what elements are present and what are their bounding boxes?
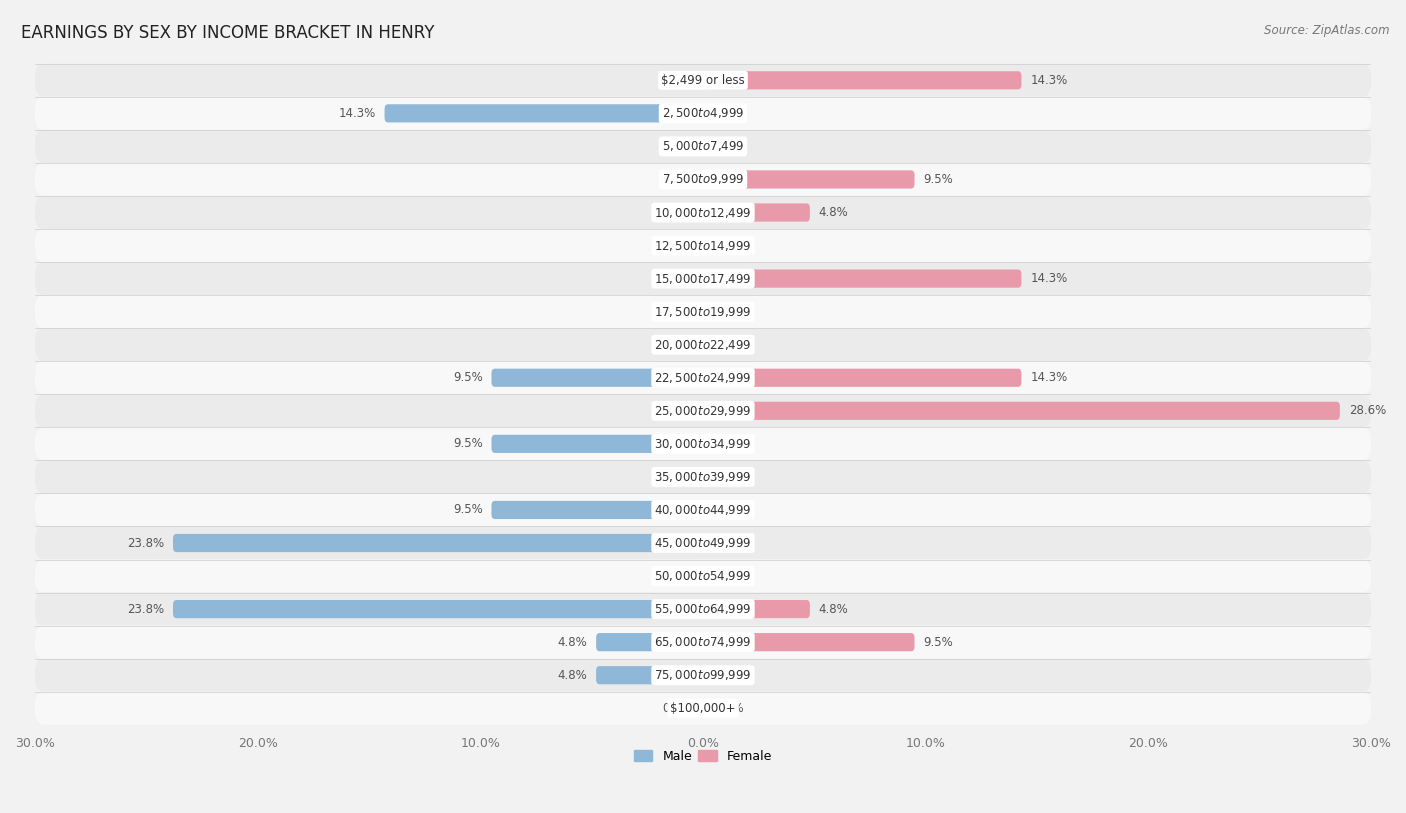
Text: $2,499 or less: $2,499 or less — [661, 74, 745, 87]
Text: $17,500 to $19,999: $17,500 to $19,999 — [654, 305, 752, 319]
Text: 0.0%: 0.0% — [714, 537, 744, 550]
FancyBboxPatch shape — [35, 527, 1371, 559]
FancyBboxPatch shape — [35, 163, 1371, 196]
FancyBboxPatch shape — [492, 501, 703, 519]
FancyBboxPatch shape — [35, 196, 1371, 229]
Text: 4.8%: 4.8% — [557, 669, 588, 682]
Text: 9.5%: 9.5% — [924, 636, 953, 649]
Text: 0.0%: 0.0% — [714, 503, 744, 516]
FancyBboxPatch shape — [35, 394, 1371, 428]
Legend: Male, Female: Male, Female — [628, 745, 778, 768]
Text: 0.0%: 0.0% — [714, 107, 744, 120]
Text: 0.0%: 0.0% — [714, 140, 744, 153]
FancyBboxPatch shape — [385, 104, 703, 123]
FancyBboxPatch shape — [703, 633, 914, 651]
Text: $35,000 to $39,999: $35,000 to $39,999 — [654, 470, 752, 484]
FancyBboxPatch shape — [35, 659, 1371, 692]
Text: 14.3%: 14.3% — [1031, 372, 1067, 385]
Text: 0.0%: 0.0% — [714, 239, 744, 252]
Text: EARNINGS BY SEX BY INCOME BRACKET IN HENRY: EARNINGS BY SEX BY INCOME BRACKET IN HEN… — [21, 24, 434, 42]
Text: 0.0%: 0.0% — [714, 305, 744, 318]
Text: $5,000 to $7,499: $5,000 to $7,499 — [662, 139, 744, 154]
Text: $2,500 to $4,999: $2,500 to $4,999 — [662, 107, 744, 120]
Text: 0.0%: 0.0% — [662, 239, 692, 252]
Text: $20,000 to $22,499: $20,000 to $22,499 — [654, 337, 752, 352]
FancyBboxPatch shape — [35, 63, 1371, 97]
Text: 0.0%: 0.0% — [662, 140, 692, 153]
Text: 0.0%: 0.0% — [662, 272, 692, 285]
Text: $75,000 to $99,999: $75,000 to $99,999 — [654, 668, 752, 682]
FancyBboxPatch shape — [596, 666, 703, 685]
Text: $7,500 to $9,999: $7,500 to $9,999 — [662, 172, 744, 186]
Text: 9.5%: 9.5% — [453, 372, 482, 385]
Text: $50,000 to $54,999: $50,000 to $54,999 — [654, 569, 752, 583]
Text: $22,500 to $24,999: $22,500 to $24,999 — [654, 371, 752, 385]
FancyBboxPatch shape — [703, 600, 810, 618]
FancyBboxPatch shape — [703, 368, 1021, 387]
FancyBboxPatch shape — [35, 130, 1371, 163]
Text: 0.0%: 0.0% — [714, 437, 744, 450]
Text: 0.0%: 0.0% — [714, 570, 744, 583]
Text: 0.0%: 0.0% — [662, 305, 692, 318]
Text: Source: ZipAtlas.com: Source: ZipAtlas.com — [1264, 24, 1389, 37]
Text: $55,000 to $64,999: $55,000 to $64,999 — [654, 602, 752, 616]
FancyBboxPatch shape — [703, 72, 1021, 89]
Text: 23.8%: 23.8% — [127, 537, 165, 550]
FancyBboxPatch shape — [703, 203, 810, 222]
Text: 4.8%: 4.8% — [557, 636, 588, 649]
Text: 0.0%: 0.0% — [662, 338, 692, 351]
Text: 4.8%: 4.8% — [818, 206, 849, 219]
FancyBboxPatch shape — [173, 534, 703, 552]
Text: $30,000 to $34,999: $30,000 to $34,999 — [654, 437, 752, 451]
Text: 0.0%: 0.0% — [662, 206, 692, 219]
FancyBboxPatch shape — [35, 295, 1371, 328]
FancyBboxPatch shape — [35, 428, 1371, 460]
FancyBboxPatch shape — [492, 435, 703, 453]
Text: 14.3%: 14.3% — [339, 107, 375, 120]
Text: $25,000 to $29,999: $25,000 to $29,999 — [654, 404, 752, 418]
Text: 0.0%: 0.0% — [662, 570, 692, 583]
FancyBboxPatch shape — [35, 97, 1371, 130]
Text: 0.0%: 0.0% — [662, 173, 692, 186]
Text: $100,000+: $100,000+ — [671, 702, 735, 715]
FancyBboxPatch shape — [596, 633, 703, 651]
Text: 23.8%: 23.8% — [127, 602, 165, 615]
Text: 0.0%: 0.0% — [662, 74, 692, 87]
FancyBboxPatch shape — [35, 361, 1371, 394]
FancyBboxPatch shape — [35, 229, 1371, 262]
FancyBboxPatch shape — [703, 270, 1021, 288]
Text: 9.5%: 9.5% — [924, 173, 953, 186]
FancyBboxPatch shape — [173, 600, 703, 618]
Text: 0.0%: 0.0% — [714, 702, 744, 715]
FancyBboxPatch shape — [35, 593, 1371, 626]
Text: $65,000 to $74,999: $65,000 to $74,999 — [654, 635, 752, 649]
Text: 14.3%: 14.3% — [1031, 74, 1067, 87]
Text: $45,000 to $49,999: $45,000 to $49,999 — [654, 536, 752, 550]
Text: $10,000 to $12,499: $10,000 to $12,499 — [654, 206, 752, 220]
Text: $40,000 to $44,999: $40,000 to $44,999 — [654, 503, 752, 517]
Text: 9.5%: 9.5% — [453, 503, 482, 516]
FancyBboxPatch shape — [35, 692, 1371, 724]
FancyBboxPatch shape — [35, 559, 1371, 593]
Text: 0.0%: 0.0% — [714, 471, 744, 484]
FancyBboxPatch shape — [703, 171, 914, 189]
Text: 9.5%: 9.5% — [453, 437, 482, 450]
FancyBboxPatch shape — [703, 402, 1340, 420]
FancyBboxPatch shape — [35, 626, 1371, 659]
Text: 0.0%: 0.0% — [662, 471, 692, 484]
Text: 0.0%: 0.0% — [662, 404, 692, 417]
Text: 28.6%: 28.6% — [1348, 404, 1386, 417]
Text: $15,000 to $17,499: $15,000 to $17,499 — [654, 272, 752, 285]
FancyBboxPatch shape — [35, 493, 1371, 527]
FancyBboxPatch shape — [35, 460, 1371, 493]
Text: 14.3%: 14.3% — [1031, 272, 1067, 285]
Text: 0.0%: 0.0% — [714, 338, 744, 351]
FancyBboxPatch shape — [35, 328, 1371, 361]
Text: $12,500 to $14,999: $12,500 to $14,999 — [654, 238, 752, 253]
Text: 0.0%: 0.0% — [662, 702, 692, 715]
Text: 0.0%: 0.0% — [714, 669, 744, 682]
FancyBboxPatch shape — [35, 262, 1371, 295]
Text: 4.8%: 4.8% — [818, 602, 849, 615]
FancyBboxPatch shape — [492, 368, 703, 387]
